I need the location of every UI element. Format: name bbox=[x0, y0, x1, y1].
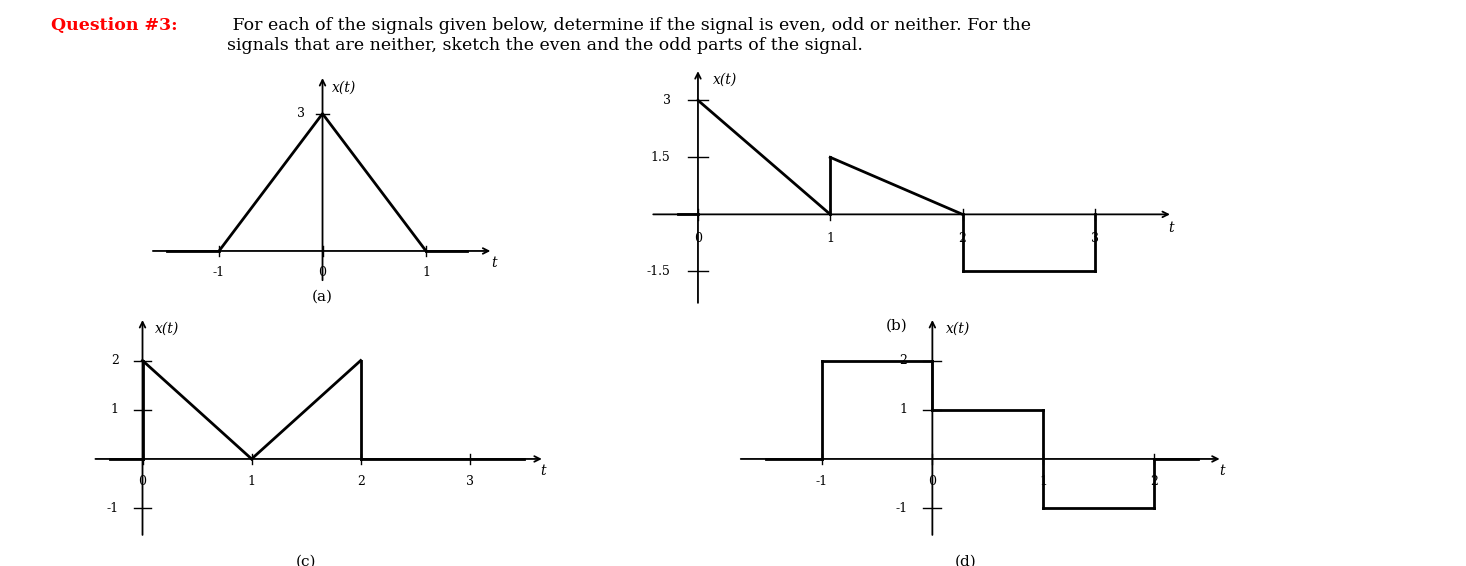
Text: (c): (c) bbox=[296, 555, 317, 566]
Text: x(t): x(t) bbox=[331, 81, 356, 95]
Text: 1: 1 bbox=[827, 231, 834, 245]
Text: x(t): x(t) bbox=[712, 73, 737, 87]
Text: 1: 1 bbox=[422, 266, 430, 279]
Text: -1: -1 bbox=[213, 266, 226, 279]
Text: t: t bbox=[491, 256, 497, 270]
Text: 2: 2 bbox=[899, 354, 907, 367]
Text: -1: -1 bbox=[896, 501, 907, 514]
Text: 2: 2 bbox=[959, 231, 966, 245]
Text: 0: 0 bbox=[318, 266, 327, 279]
Text: t: t bbox=[1168, 221, 1173, 235]
Text: 3: 3 bbox=[296, 107, 305, 120]
Text: For each of the signals given below, determine if the signal is even, odd or nei: For each of the signals given below, det… bbox=[227, 17, 1031, 54]
Text: 3: 3 bbox=[1091, 231, 1100, 245]
Text: t: t bbox=[1220, 465, 1226, 478]
Text: x(t): x(t) bbox=[946, 321, 970, 336]
Text: (d): (d) bbox=[954, 555, 976, 566]
Text: 2: 2 bbox=[111, 354, 119, 367]
Text: -1.5: -1.5 bbox=[647, 265, 670, 278]
Text: -1: -1 bbox=[815, 475, 828, 488]
Text: 0: 0 bbox=[693, 231, 702, 245]
Text: 1: 1 bbox=[248, 475, 255, 488]
Text: (a): (a) bbox=[312, 290, 333, 304]
Text: x(t): x(t) bbox=[155, 321, 179, 336]
Text: t: t bbox=[541, 465, 547, 478]
Text: 2: 2 bbox=[356, 475, 365, 488]
Text: 3: 3 bbox=[663, 94, 670, 107]
Text: 1: 1 bbox=[899, 403, 907, 416]
Text: 2: 2 bbox=[1149, 475, 1158, 488]
Text: 1: 1 bbox=[111, 403, 119, 416]
Text: Question #3:: Question #3: bbox=[51, 17, 177, 34]
Text: -1: -1 bbox=[107, 501, 119, 514]
Text: 1.5: 1.5 bbox=[651, 151, 670, 164]
Text: 0: 0 bbox=[138, 475, 147, 488]
Text: 3: 3 bbox=[466, 475, 474, 488]
Text: 0: 0 bbox=[928, 475, 937, 488]
Text: 1: 1 bbox=[1039, 475, 1047, 488]
Text: (b): (b) bbox=[885, 319, 907, 333]
